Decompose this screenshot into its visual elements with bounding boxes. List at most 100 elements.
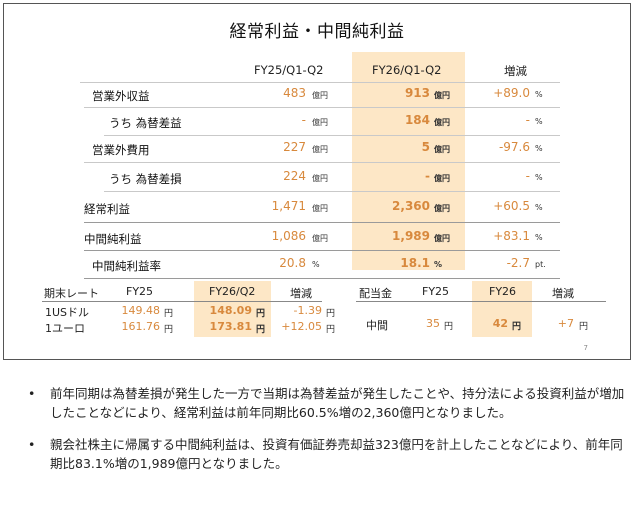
dividend-current-highlight	[472, 281, 532, 337]
prev-value: 224	[283, 169, 306, 183]
curr-value: 1,989	[392, 229, 430, 243]
prev-unit: 億円	[312, 174, 328, 183]
rate-prev: 149.48	[121, 304, 161, 317]
header-curr: FY26/Q1-Q2	[372, 63, 442, 77]
rate-change-unit: 円	[326, 325, 336, 335]
change-unit: %	[535, 144, 543, 153]
row-label: 中間純利益率	[92, 259, 161, 273]
rates-current-highlight	[194, 281, 271, 337]
bullet-text: 親会社株主に帰属する中間純利益は、投資有価証券売却益323億円を計上したことなど…	[50, 437, 623, 471]
header-divider	[80, 82, 560, 83]
current-period-highlight	[352, 52, 465, 270]
prev-value: 1,086	[271, 229, 306, 243]
prev-unit: 億円	[312, 118, 328, 127]
bullet-mark: •	[28, 386, 36, 401]
row-divider	[104, 135, 560, 136]
dividend-divider	[356, 301, 606, 302]
change-value: +83.1	[493, 229, 530, 243]
dividend-header-prev: FY25	[422, 285, 450, 298]
rate-prev-unit: 円	[164, 309, 174, 319]
change-unit: %	[535, 203, 543, 212]
curr-value: 184	[404, 113, 430, 127]
change-unit: %	[535, 173, 543, 182]
change-unit: pt.	[535, 260, 546, 269]
change-unit: %	[535, 117, 543, 126]
commentary: • 前年同期は為替差損が発生した一方で当期は為替差益が発生したことや、持分法によ…	[28, 384, 628, 486]
bullet-2: • 親会社株主に帰属する中間純利益は、投資有価証券売却益323億円を計上したこと…	[28, 435, 628, 473]
row-label: 営業外費用	[92, 143, 150, 157]
row-label: うち 為替差損	[109, 172, 182, 186]
curr-unit: 億円	[434, 204, 450, 213]
header-prev: FY25/Q1-Q2	[254, 63, 324, 77]
dividend-header-change: 増減	[552, 287, 574, 300]
rate-change: +12.05	[281, 320, 322, 333]
rate-curr: 173.81	[209, 320, 252, 333]
curr-value: -	[425, 169, 430, 183]
rates-header-curr: FY26/Q2	[209, 285, 256, 298]
curr-unit: 億円	[434, 234, 450, 243]
row-divider	[84, 107, 560, 108]
curr-unit: 億円	[434, 174, 450, 183]
rate-change: -1.39	[293, 304, 322, 317]
dividend-prev: 35	[426, 317, 440, 330]
prev-value: 483	[283, 86, 306, 100]
change-value: -97.6	[498, 140, 530, 154]
row-label: 中間純利益	[84, 232, 142, 246]
curr-unit: 億円	[434, 91, 450, 100]
dividend-curr-unit: 円	[512, 322, 522, 332]
dividend-header-label: 配当金	[359, 287, 392, 300]
row-label: 経常利益	[84, 202, 130, 216]
prev-unit: 億円	[312, 204, 328, 213]
curr-value: 5	[421, 140, 430, 154]
page-number: 7	[583, 344, 588, 352]
bullet-text: 前年同期は為替差損が発生した一方で当期は為替差益が発生したことや、持分法による投…	[50, 386, 625, 420]
row-divider	[84, 250, 560, 251]
row-label: 営業外収益	[92, 89, 150, 103]
rate-curr-unit: 円	[256, 309, 266, 319]
curr-value: 18.1	[400, 256, 430, 270]
dividend-prev-unit: 円	[444, 322, 454, 332]
rate-change-unit: 円	[326, 309, 336, 319]
curr-unit: %	[434, 260, 443, 269]
prev-unit: %	[312, 260, 320, 269]
curr-value: 2,360	[392, 199, 430, 213]
prev-value: 227	[283, 140, 306, 154]
prev-value: -	[301, 113, 306, 127]
rates-header-change: 増減	[290, 287, 312, 300]
row-divider	[84, 222, 560, 223]
change-unit: %	[535, 233, 543, 242]
row-divider	[104, 191, 560, 192]
prev-unit: 億円	[312, 91, 328, 100]
change-value: -	[525, 113, 530, 127]
slide-panel: 経常利益・中間純利益 FY25/Q1-Q2 FY26/Q1-Q2 増減 営業外収…	[3, 3, 631, 360]
prev-unit: 億円	[312, 234, 328, 243]
dividend-change-unit: 円	[579, 322, 589, 332]
change-unit: %	[535, 90, 543, 99]
row-divider	[84, 162, 560, 163]
curr-value: 913	[404, 86, 430, 100]
prev-unit: 億円	[312, 145, 328, 154]
dividend-curr: 42	[492, 317, 508, 330]
rates-divider	[42, 301, 322, 302]
rates-header-label: 期末レート	[44, 287, 99, 300]
row-divider	[84, 278, 560, 279]
dividend-header-curr: FY26	[489, 285, 517, 298]
header-change: 増減	[504, 64, 527, 78]
rate-prev-unit: 円	[164, 325, 174, 335]
rate-curr: 148.09	[209, 304, 252, 317]
dividend-change: +7	[557, 317, 574, 330]
change-value: -2.7	[506, 256, 530, 270]
curr-unit: 億円	[434, 145, 450, 154]
change-value: -	[525, 169, 530, 183]
change-value: +89.0	[493, 86, 530, 100]
rate-curr-unit: 円	[256, 325, 266, 335]
prev-value: 20.8	[279, 256, 306, 270]
slide-title: 経常利益・中間純利益	[229, 22, 405, 42]
prev-value: 1,471	[271, 199, 306, 213]
dividend-row-label: 中間	[366, 319, 388, 332]
change-value: +60.5	[493, 199, 530, 213]
rate-label: 1USドル	[45, 306, 90, 319]
bullet-mark: •	[28, 437, 36, 452]
rate-label: 1ユーロ	[45, 322, 85, 335]
rate-prev: 161.76	[121, 320, 161, 333]
